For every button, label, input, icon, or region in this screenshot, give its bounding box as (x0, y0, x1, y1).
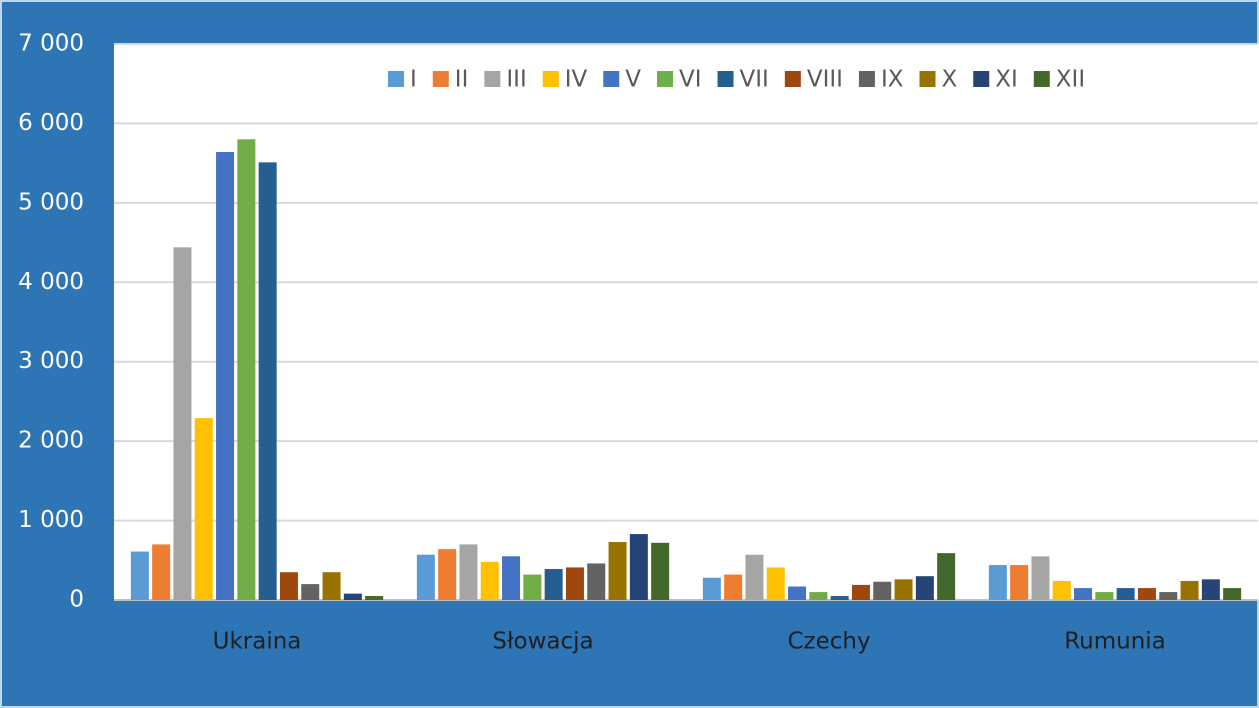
bar (651, 542, 670, 600)
bar (216, 152, 235, 600)
bar (173, 247, 192, 600)
bar (988, 565, 1007, 600)
legend-label: XI (995, 67, 1018, 93)
bar (416, 554, 435, 600)
legend-swatch (657, 71, 673, 87)
bar (788, 586, 807, 600)
y-tick-label: 1 000 (18, 507, 84, 533)
legend-label: VIII (807, 67, 843, 93)
y-tick-label: 4 000 (18, 269, 84, 295)
legend-swatch (973, 71, 990, 87)
legend-label: II (455, 67, 469, 93)
legend-label: IX (881, 67, 904, 93)
bar (1137, 588, 1156, 600)
legend-swatch (542, 71, 559, 87)
bar (322, 572, 341, 600)
legend-label: XII (1056, 67, 1085, 93)
legend-label: III (506, 67, 526, 93)
bar (809, 592, 828, 600)
y-tick-label: 7 000 (18, 31, 84, 57)
bar (502, 556, 521, 600)
bar (851, 584, 870, 600)
bar (258, 162, 277, 600)
bar (766, 567, 785, 600)
legend-swatch (858, 71, 875, 87)
legend-swatch (1033, 71, 1050, 87)
legend-label: IV (565, 67, 588, 93)
legend-swatch (484, 71, 501, 87)
legend-swatch (717, 71, 734, 87)
bar (873, 581, 892, 600)
legend-swatch (784, 71, 801, 87)
y-tick-label: 3 000 (18, 348, 84, 374)
bar (1201, 579, 1220, 600)
y-tick-label: 0 (69, 587, 84, 613)
bar (1095, 592, 1114, 600)
bar (830, 596, 849, 600)
bar (301, 584, 320, 600)
y-tick-label: 6 000 (18, 110, 84, 136)
legend-swatch (919, 71, 936, 87)
legend-label: VII (740, 67, 769, 93)
bar (702, 577, 721, 600)
bar (459, 544, 478, 600)
legend-label: I (410, 67, 417, 93)
bar (937, 553, 956, 600)
legend-label: X (941, 67, 957, 93)
bar (1159, 592, 1178, 600)
bar (1010, 565, 1029, 600)
bar (237, 139, 256, 601)
bar (1116, 588, 1135, 600)
bar (544, 569, 563, 600)
bar (1052, 580, 1071, 600)
plot-area (114, 44, 1259, 600)
bar (894, 579, 913, 600)
bar (915, 576, 934, 600)
bar (152, 544, 171, 600)
legend-swatch (432, 71, 449, 87)
bar (629, 534, 648, 600)
y-tick-label: 5 000 (18, 189, 84, 215)
bar (279, 572, 298, 600)
x-tick-label: Słowacja (492, 629, 593, 655)
bar (565, 567, 584, 600)
bar (1074, 588, 1093, 600)
bar (1180, 580, 1199, 600)
bar (480, 561, 499, 600)
legend-swatch (388, 71, 404, 87)
x-tick-label: Ukraina (213, 629, 302, 655)
bar (194, 418, 213, 600)
legend-label: VI (679, 67, 702, 93)
legend-swatch (603, 71, 620, 87)
bar (365, 596, 384, 600)
x-tick-label: Rumunia (1064, 629, 1166, 655)
bar (1223, 588, 1242, 600)
bar (724, 574, 743, 600)
bar (1031, 556, 1050, 600)
bar (587, 563, 606, 600)
bar (608, 542, 627, 600)
bar (745, 554, 764, 600)
y-tick-label: 2 000 (18, 428, 84, 454)
bar (130, 551, 149, 600)
bar (523, 574, 542, 600)
bar (438, 549, 457, 600)
bar (343, 593, 362, 600)
legend-label: V (625, 67, 641, 93)
x-tick-label: Czechy (787, 629, 870, 655)
